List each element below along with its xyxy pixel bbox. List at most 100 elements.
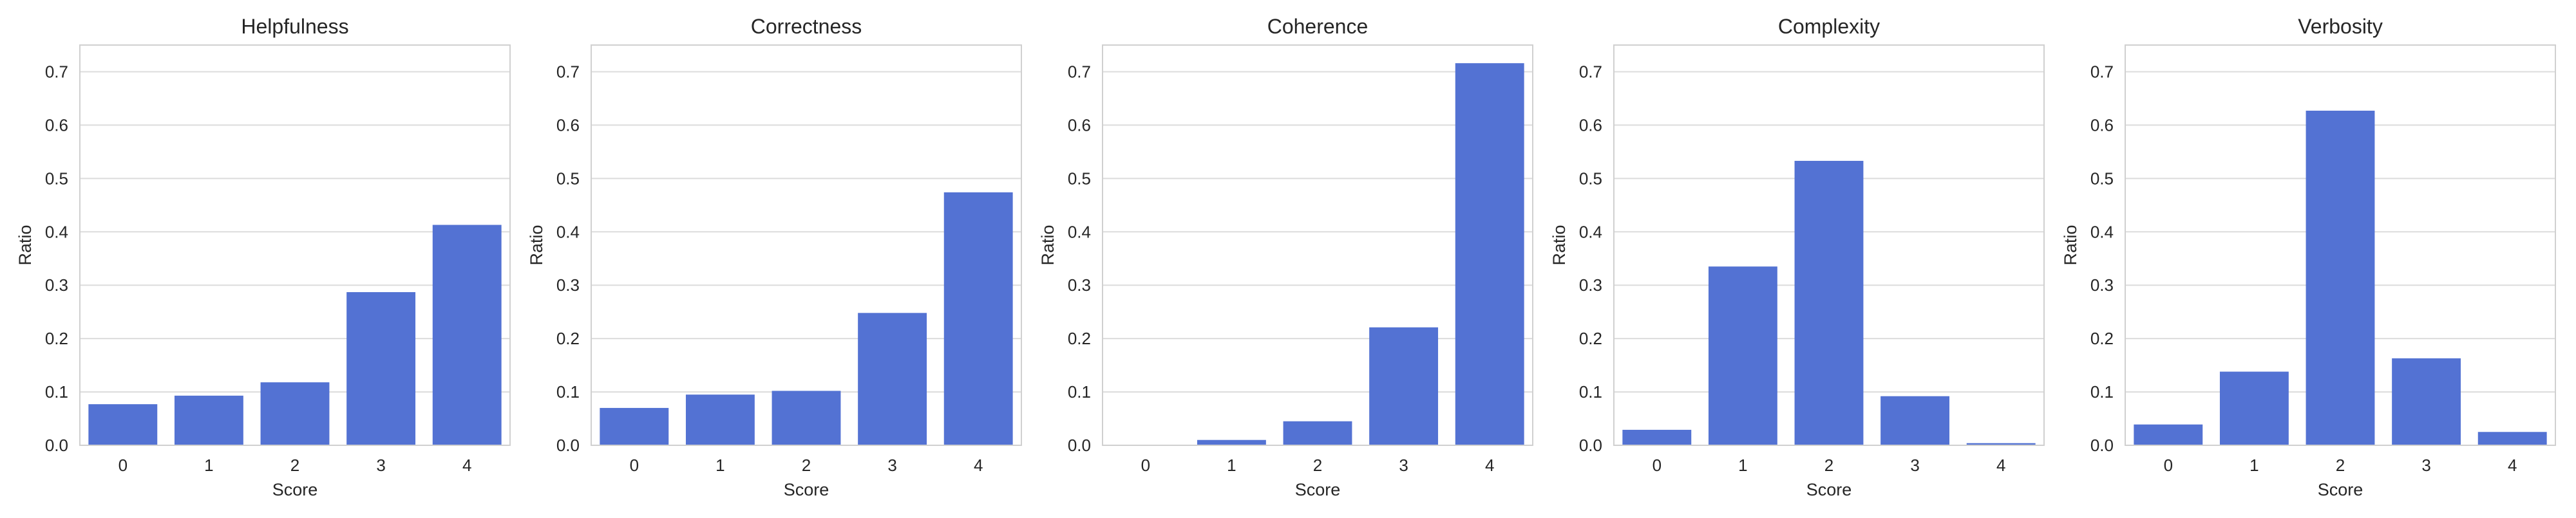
chart-title-2: Coherence [1267, 15, 1368, 38]
y-tick-label-3-2: 0.2 [1579, 329, 1602, 348]
x-tick-label-2-3: 3 [1399, 456, 1408, 475]
y-axis-label-1: Ratio [527, 225, 546, 265]
y-tick-label-4-3: 0.3 [2090, 275, 2114, 295]
bar-3-0 [1622, 429, 1692, 445]
x-tick-label-3-4: 4 [1996, 456, 2005, 475]
bar-1-1 [685, 394, 755, 445]
y-tick-label-0-5: 0.5 [45, 169, 68, 188]
y-tick-label-0-0: 0.0 [45, 436, 68, 455]
y-tick-label-3-4: 0.4 [1579, 222, 1602, 241]
plot-frame-1 [591, 44, 1022, 446]
bar-0-4 [432, 225, 502, 445]
y-tick-label-2-6: 0.6 [1068, 115, 1091, 134]
x-tick-label-1-1: 1 [715, 456, 724, 475]
y-tick-label-4-2: 0.2 [2090, 329, 2114, 348]
plot-frame-2 [1102, 44, 1533, 446]
bar-3-2 [1794, 160, 1864, 445]
y-tick-label-4-7: 0.7 [2090, 62, 2114, 81]
y-tick-label-2-7: 0.7 [1068, 62, 1091, 81]
x-tick-label-2-4: 4 [1485, 456, 1494, 475]
y-tick-label-3-3: 0.3 [1579, 275, 1602, 295]
y-tick-label-1-0: 0.0 [556, 436, 580, 455]
y-tick-label-4-6: 0.6 [2090, 115, 2114, 134]
y-axis-label-4: Ratio [2061, 225, 2080, 265]
y-tick-label-0-1: 0.1 [45, 382, 68, 402]
y-tick-label-0-7: 0.7 [45, 62, 68, 81]
bar-0-3 [346, 291, 416, 445]
bar-4-0 [2134, 424, 2203, 445]
x-tick-label-0-0: 0 [118, 456, 128, 475]
bar-2-3 [1369, 327, 1439, 445]
x-tick-label-0-3: 3 [376, 456, 385, 475]
y-tick-label-2-5: 0.5 [1068, 169, 1091, 188]
y-axis-label-2: Ratio [1038, 225, 1057, 265]
y-tick-label-3-5: 0.5 [1579, 169, 1602, 188]
x-axis-label-4: Score [2318, 480, 2363, 499]
bar-1-0 [600, 407, 669, 445]
x-tick-label-0-1: 1 [204, 456, 213, 475]
y-tick-label-4-0: 0.0 [2090, 436, 2114, 455]
bar-4-3 [2392, 358, 2461, 445]
x-axis-label-1: Score [784, 480, 829, 499]
y-tick-label-3-1: 0.1 [1579, 382, 1602, 402]
y-tick-label-2-2: 0.2 [1068, 329, 1091, 348]
bar-0-1 [174, 395, 243, 445]
y-tick-label-0-2: 0.2 [45, 329, 68, 348]
x-tick-label-2-1: 1 [1227, 456, 1236, 475]
bar-2-2 [1283, 421, 1352, 445]
y-tick-label-0-4: 0.4 [45, 222, 68, 241]
chart-title-4: Verbosity [2298, 15, 2383, 38]
bar-3-1 [1708, 266, 1777, 445]
x-axis-label-2: Score [1295, 480, 1341, 499]
y-tick-label-1-5: 0.5 [556, 169, 580, 188]
bar-3-3 [1880, 396, 1950, 445]
plot-frame-3 [1613, 44, 2045, 446]
x-tick-label-4-0: 0 [2164, 456, 2173, 475]
y-tick-label-2-4: 0.4 [1068, 222, 1091, 241]
x-axis-label-0: Score [272, 480, 318, 499]
x-tick-label-3-3: 3 [1910, 456, 1919, 475]
y-tick-label-3-7: 0.7 [1579, 62, 1602, 81]
x-tick-label-4-4: 4 [2508, 456, 2517, 475]
bar-1-4 [943, 192, 1013, 445]
bar-2-4 [1455, 63, 1524, 446]
x-tick-label-0-4: 4 [462, 456, 471, 475]
y-tick-label-1-1: 0.1 [556, 382, 580, 402]
x-tick-label-3-1: 1 [1738, 456, 1747, 475]
y-axis-label-0: Ratio [15, 225, 35, 265]
y-tick-label-1-4: 0.4 [556, 222, 580, 241]
chart-title-1: Correctness [751, 15, 862, 38]
y-tick-label-2-3: 0.3 [1068, 275, 1091, 295]
y-tick-label-0-3: 0.3 [45, 275, 68, 295]
bar-4-4 [2477, 432, 2547, 445]
bar-0-2 [260, 382, 330, 445]
x-tick-label-3-0: 0 [1653, 456, 1662, 475]
y-tick-label-4-4: 0.4 [2090, 222, 2114, 241]
y-axis-label-3: Ratio [1549, 225, 1569, 265]
y-tick-label-4-1: 0.1 [2090, 382, 2114, 402]
x-tick-label-1-3: 3 [887, 456, 896, 475]
bar-4-2 [2306, 111, 2375, 445]
bar-2-1 [1197, 439, 1266, 445]
plot-frame-0 [79, 44, 511, 446]
x-tick-label-2-0: 0 [1141, 456, 1150, 475]
y-tick-label-1-3: 0.3 [556, 275, 580, 295]
bar-0-0 [88, 404, 158, 445]
x-tick-label-4-3: 3 [2421, 456, 2430, 475]
x-tick-label-1-4: 4 [974, 456, 983, 475]
x-axis-label-3: Score [1806, 480, 1852, 499]
bar-1-2 [772, 391, 841, 445]
bar-4-1 [2219, 371, 2289, 445]
y-tick-label-0-6: 0.6 [45, 115, 68, 134]
chart-title-3: Complexity [1778, 15, 1880, 38]
x-tick-label-3-2: 2 [1824, 456, 1833, 475]
x-tick-label-4-1: 1 [2249, 456, 2259, 475]
chart-title-0: Helpfulness [241, 15, 348, 38]
y-tick-label-2-1: 0.1 [1068, 382, 1091, 402]
x-tick-label-2-2: 2 [1313, 456, 1322, 475]
x-tick-label-4-2: 2 [2336, 456, 2345, 475]
bar-1-3 [858, 313, 927, 445]
y-tick-label-2-0: 0.0 [1068, 436, 1091, 455]
